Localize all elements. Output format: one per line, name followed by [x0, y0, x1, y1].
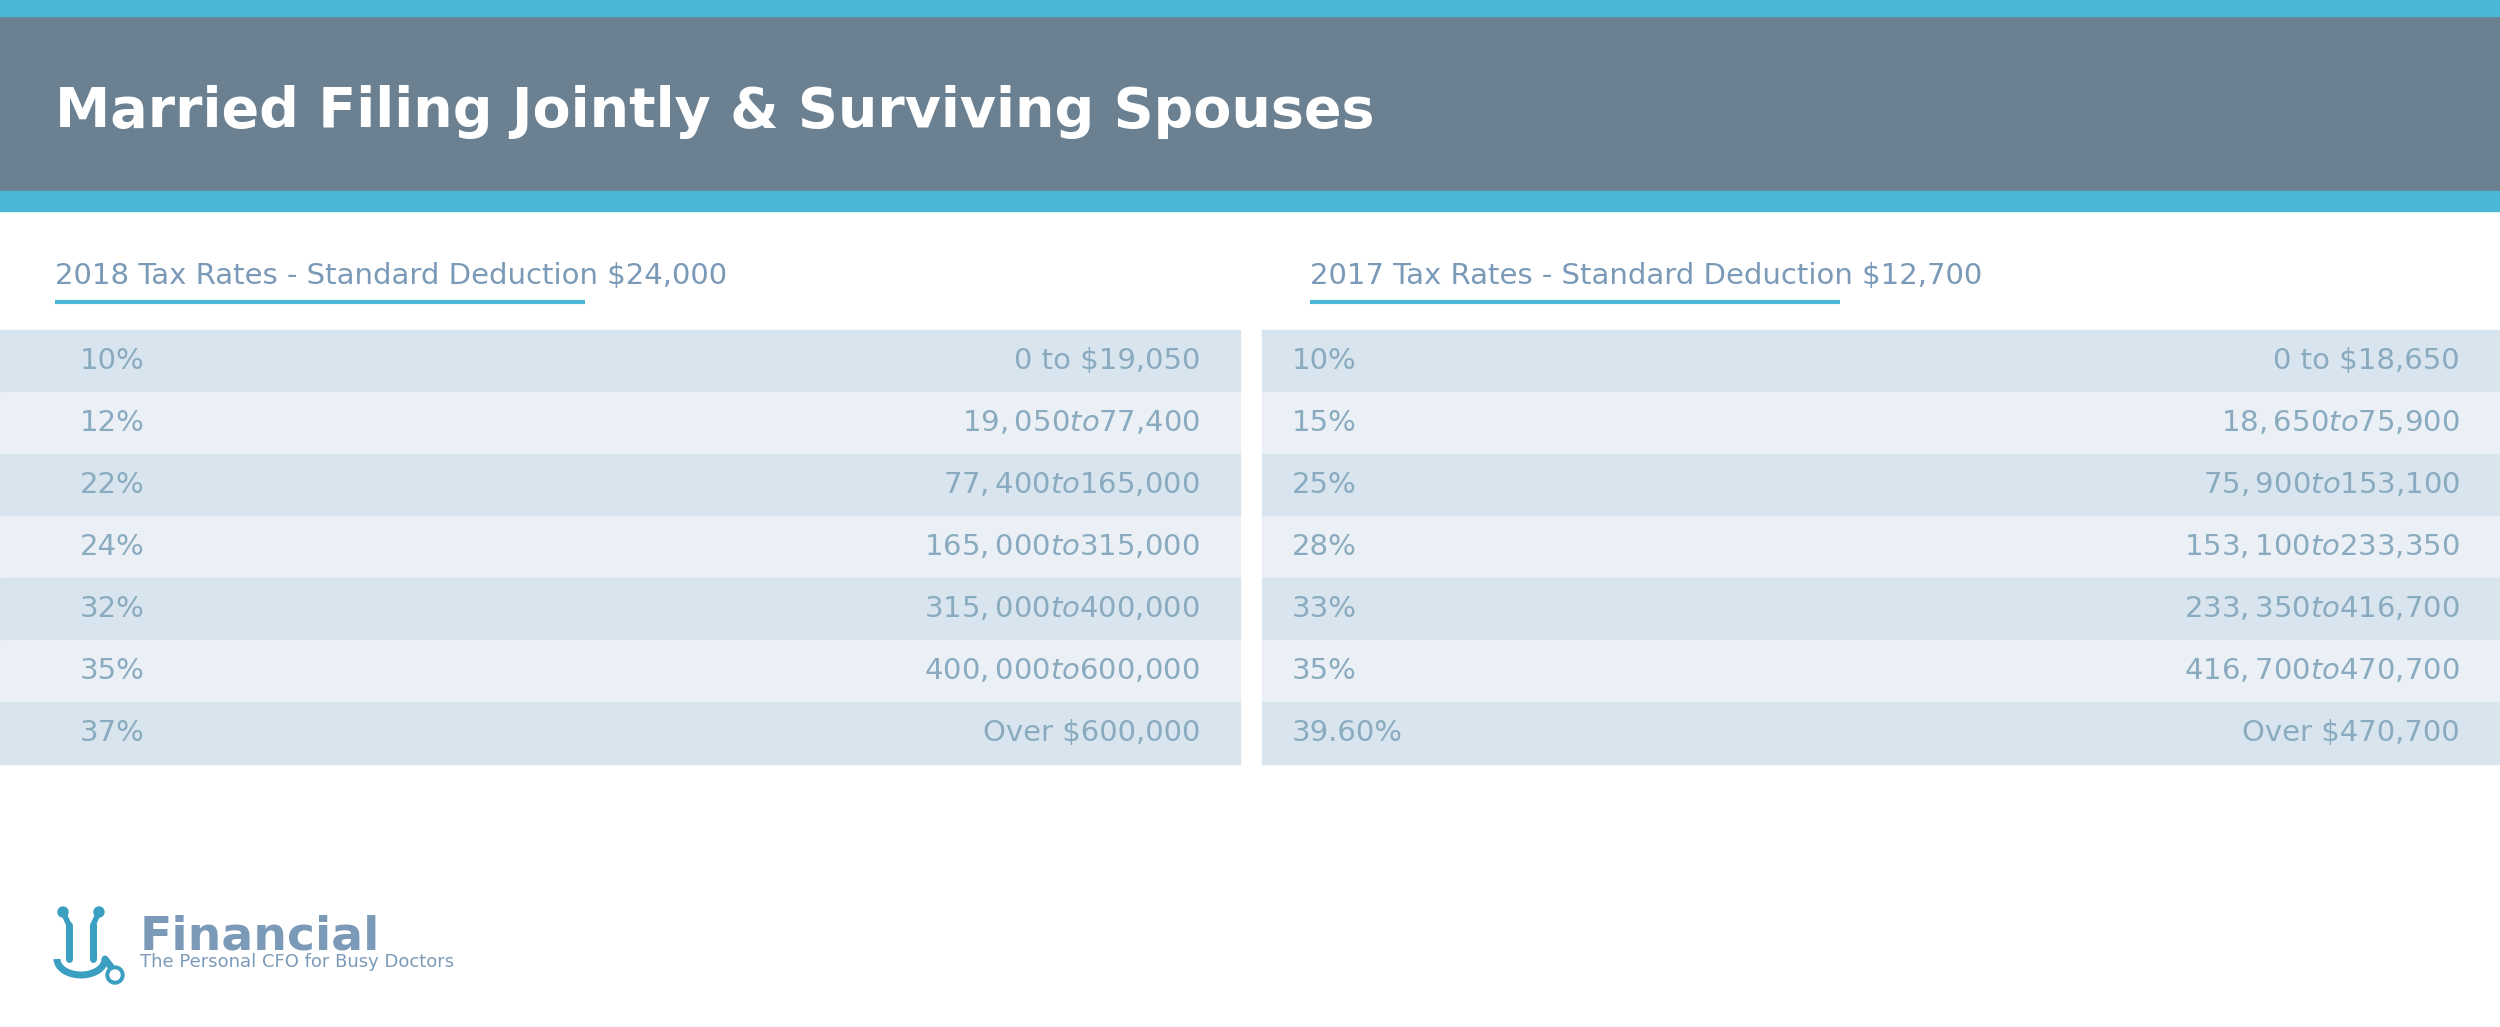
Text: $18,650 to $75,900: $18,650 to $75,900 [2222, 409, 2460, 438]
Text: 0 to $19,050: 0 to $19,050 [1013, 347, 1200, 375]
Circle shape [58, 907, 68, 917]
Text: 37%: 37% [80, 719, 145, 747]
Circle shape [110, 969, 120, 980]
Text: 39.60%: 39.60% [1292, 719, 1402, 747]
Text: 33%: 33% [1292, 595, 1358, 623]
Text: $400,000 to $600,000: $400,000 to $600,000 [925, 657, 1200, 685]
Text: 10%: 10% [80, 347, 145, 375]
Bar [1262, 516, 2500, 578]
Text: 28%: 28% [1292, 533, 1358, 561]
Bar [1262, 330, 2500, 392]
Text: $19,050 to $77,400: $19,050 to $77,400 [962, 409, 1200, 438]
Text: $77,400 to $165,000: $77,400 to $165,000 [942, 471, 1200, 499]
Bar [0, 16, 2500, 191]
Bar [0, 702, 1240, 764]
Bar [1262, 392, 2500, 454]
Bar [1262, 578, 2500, 640]
Text: Over $470,700: Over $470,700 [2242, 719, 2460, 747]
Bar [0, 330, 1240, 392]
Circle shape [105, 966, 125, 984]
Bar [0, 454, 1240, 516]
Text: The Personal CFO for Busy Doctors: The Personal CFO for Busy Doctors [140, 953, 455, 971]
Text: 24%: 24% [80, 533, 145, 561]
Text: 12%: 12% [80, 409, 145, 438]
Bar [0, 392, 1240, 454]
Text: $165,000 to $315,000: $165,000 to $315,000 [925, 533, 1200, 561]
Text: 10%: 10% [1292, 347, 1358, 375]
Text: $233,350 to $416,700: $233,350 to $416,700 [2185, 595, 2460, 623]
Text: 35%: 35% [80, 657, 145, 685]
Text: 15%: 15% [1292, 409, 1358, 438]
Text: Married Filing Jointly & Surviving Spouses: Married Filing Jointly & Surviving Spous… [55, 85, 1375, 140]
Bar [0, 191, 2500, 211]
Text: $315,000 to $400,000: $315,000 to $400,000 [925, 595, 1200, 623]
Bar [0, 0, 2500, 16]
Circle shape [95, 907, 105, 917]
Text: $153,100 to $233,350: $153,100 to $233,350 [2185, 533, 2460, 561]
Text: 2017 Tax Rates - Standard Deduction $12,700: 2017 Tax Rates - Standard Deduction $12,… [1310, 262, 1982, 290]
Bar [1262, 640, 2500, 702]
Text: $416,700 to $470,700: $416,700 to $470,700 [2185, 657, 2460, 685]
Bar [0, 578, 1240, 640]
Text: 0 to $18,650: 0 to $18,650 [2272, 347, 2460, 375]
Bar [1262, 454, 2500, 516]
Text: 25%: 25% [1292, 471, 1358, 499]
Text: 2018 Tax Rates - Standard Deduction $24,000: 2018 Tax Rates - Standard Deduction $24,… [55, 262, 727, 290]
Text: 22%: 22% [80, 471, 145, 499]
Text: Financial: Financial [140, 914, 380, 959]
Bar [0, 516, 1240, 578]
Text: 35%: 35% [1292, 657, 1358, 685]
Text: Over $600,000: Over $600,000 [982, 719, 1200, 747]
Bar [1262, 702, 2500, 764]
Text: 32%: 32% [80, 595, 145, 623]
Bar [0, 640, 1240, 702]
Text: $75,900 to $153,100: $75,900 to $153,100 [2202, 471, 2460, 499]
